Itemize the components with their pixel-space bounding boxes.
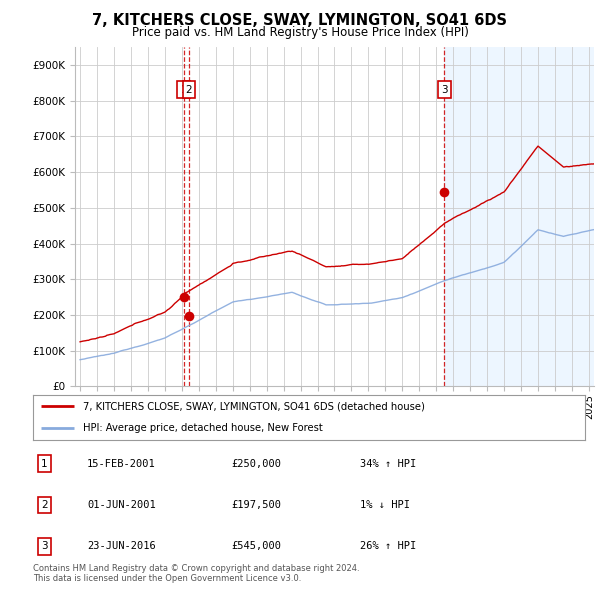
- Text: 23-JUN-2016: 23-JUN-2016: [87, 542, 156, 551]
- Text: 2: 2: [185, 84, 192, 94]
- Text: 7, KITCHERS CLOSE, SWAY, LYMINGTON, SO41 6DS: 7, KITCHERS CLOSE, SWAY, LYMINGTON, SO41…: [92, 13, 508, 28]
- Text: £545,000: £545,000: [231, 542, 281, 551]
- Text: 1: 1: [41, 459, 48, 468]
- Text: 2: 2: [41, 500, 48, 510]
- Text: 15-FEB-2001: 15-FEB-2001: [87, 459, 156, 468]
- Text: 3: 3: [41, 542, 48, 551]
- Text: 7, KITCHERS CLOSE, SWAY, LYMINGTON, SO41 6DS (detached house): 7, KITCHERS CLOSE, SWAY, LYMINGTON, SO41…: [83, 401, 425, 411]
- Text: 01-JUN-2001: 01-JUN-2001: [87, 500, 156, 510]
- Text: HPI: Average price, detached house, New Forest: HPI: Average price, detached house, New …: [83, 424, 322, 434]
- Text: £197,500: £197,500: [231, 500, 281, 510]
- Text: 26% ↑ HPI: 26% ↑ HPI: [360, 542, 416, 551]
- Text: Price paid vs. HM Land Registry's House Price Index (HPI): Price paid vs. HM Land Registry's House …: [131, 26, 469, 39]
- Text: 34% ↑ HPI: 34% ↑ HPI: [360, 459, 416, 468]
- Bar: [445, 47, 594, 386]
- Text: 3: 3: [441, 84, 448, 94]
- Text: £250,000: £250,000: [231, 459, 281, 468]
- Text: 1% ↓ HPI: 1% ↓ HPI: [360, 500, 410, 510]
- Text: 1: 1: [181, 84, 187, 94]
- Text: Contains HM Land Registry data © Crown copyright and database right 2024.
This d: Contains HM Land Registry data © Crown c…: [33, 563, 359, 583]
